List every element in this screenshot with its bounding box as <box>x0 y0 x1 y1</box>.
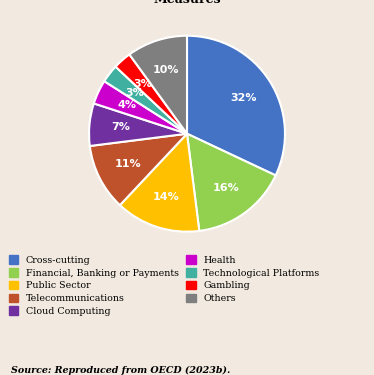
Text: 16%: 16% <box>213 183 239 193</box>
Text: 4%: 4% <box>117 100 136 110</box>
Text: 10%: 10% <box>153 65 180 75</box>
Title: Chart IV.19: Sectoral Mapping of Data Localisation
Measures: Chart IV.19: Sectoral Mapping of Data Lo… <box>8 0 366 6</box>
Text: 7%: 7% <box>111 123 130 132</box>
Wedge shape <box>120 134 199 232</box>
Wedge shape <box>187 36 285 176</box>
Wedge shape <box>104 67 187 134</box>
Text: 11%: 11% <box>114 159 141 169</box>
Text: Source: Reproduced from OECD (2023b).: Source: Reproduced from OECD (2023b). <box>11 366 230 375</box>
Text: 14%: 14% <box>153 192 180 202</box>
Wedge shape <box>94 81 187 134</box>
Text: 32%: 32% <box>230 93 257 103</box>
Legend: Cross-cutting, Financial, Banking or Payments, Public Sector, Telecommunications: Cross-cutting, Financial, Banking or Pay… <box>9 255 319 316</box>
Wedge shape <box>116 54 187 134</box>
Wedge shape <box>187 134 276 231</box>
Text: 3%: 3% <box>125 88 144 98</box>
Wedge shape <box>89 104 187 146</box>
Wedge shape <box>129 36 187 134</box>
Text: 3%: 3% <box>134 79 152 89</box>
Wedge shape <box>90 134 187 205</box>
